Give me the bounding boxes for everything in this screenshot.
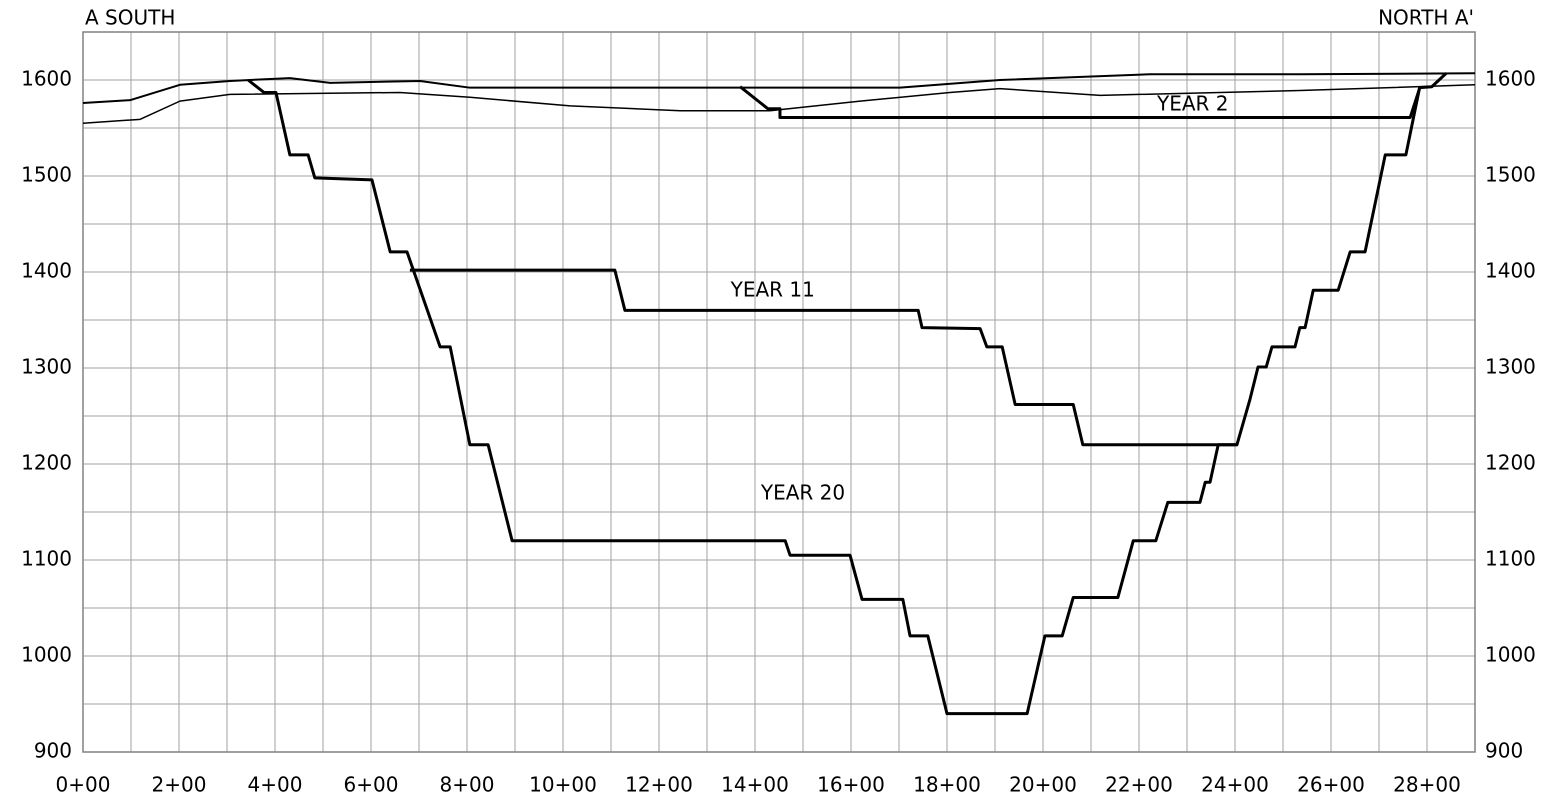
annotation: YEAR 11 <box>730 278 815 302</box>
x-tick-label: 6+00 <box>344 773 399 797</box>
y2-tick-label: 1500 <box>1485 163 1536 187</box>
x-tick-label: 16+00 <box>817 773 885 797</box>
x-tick-label: 18+00 <box>913 773 981 797</box>
y2-tick-label: 1400 <box>1485 259 1536 283</box>
section-line <box>739 72 1448 119</box>
section-line <box>82 84 1476 124</box>
y-tick-label: 1500 <box>21 163 72 187</box>
y-tick-label: 1600 <box>21 67 72 91</box>
y2-tick-label: 1000 <box>1485 643 1536 667</box>
x-tick-label: 12+00 <box>625 773 693 797</box>
x-tick-label: 4+00 <box>248 773 303 797</box>
section-line <box>82 72 1476 105</box>
y2-tick-label: 1100 <box>1485 547 1536 571</box>
plot-frame <box>82 31 1476 753</box>
annotation: YEAR 2 <box>1156 91 1229 115</box>
x-tick-label: 20+00 <box>1009 773 1077 797</box>
y2-tick-label: 1200 <box>1485 451 1536 475</box>
y-tick-label: 1400 <box>21 259 72 283</box>
section-line <box>409 268 1237 447</box>
x-tick-label: 14+00 <box>721 773 789 797</box>
corner-label-north: NORTH A' <box>1378 6 1474 30</box>
y2-tick-label: 1600 <box>1485 67 1536 91</box>
y2-tick-label: 900 <box>1485 739 1523 763</box>
x-tick-label: 2+00 <box>152 773 207 797</box>
x-tick-label: 22+00 <box>1105 773 1173 797</box>
x-tick-label: 26+00 <box>1297 773 1365 797</box>
x-tick-label: 0+00 <box>56 773 111 797</box>
corner-label-south: A SOUTH <box>85 6 175 30</box>
y-tick-label: 1100 <box>21 547 72 571</box>
y-tick-label: 1300 <box>21 355 72 379</box>
x-tick-label: 8+00 <box>440 773 495 797</box>
x-tick-label: 24+00 <box>1201 773 1269 797</box>
y2-tick-label: 1300 <box>1485 355 1536 379</box>
section-line <box>247 78 1422 716</box>
x-tick-label: 10+00 <box>529 773 597 797</box>
y-tick-label: 1000 <box>21 643 72 667</box>
annotation: YEAR 20 <box>760 480 845 504</box>
y-tick-label: 1200 <box>21 451 72 475</box>
y-tick-label: 900 <box>34 739 72 763</box>
x-tick-label: 28+00 <box>1393 773 1461 797</box>
